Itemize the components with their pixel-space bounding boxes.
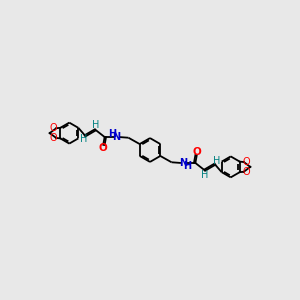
- Text: N: N: [179, 158, 188, 168]
- Text: O: O: [242, 167, 250, 177]
- Text: O: O: [50, 133, 58, 143]
- Text: O: O: [242, 157, 250, 167]
- Text: O: O: [99, 142, 108, 152]
- Text: H: H: [201, 169, 208, 180]
- Text: H: H: [80, 134, 87, 144]
- Text: H: H: [109, 129, 117, 139]
- Text: H: H: [183, 161, 191, 171]
- Text: H: H: [213, 156, 220, 166]
- Text: H: H: [92, 120, 99, 130]
- Text: N: N: [112, 132, 121, 142]
- Text: O: O: [50, 123, 58, 133]
- Text: O: O: [192, 148, 201, 158]
